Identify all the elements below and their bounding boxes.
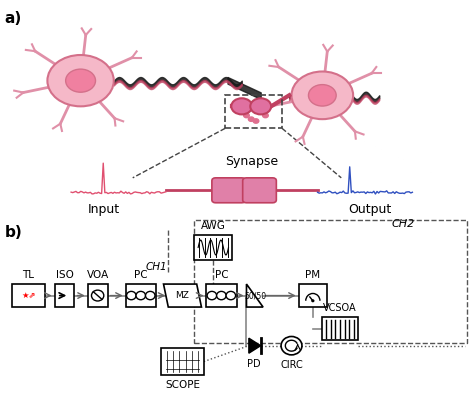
Text: 50/50: 50/50 bbox=[244, 291, 266, 300]
Text: SCOPE: SCOPE bbox=[165, 380, 200, 390]
FancyBboxPatch shape bbox=[322, 318, 358, 340]
Text: PC: PC bbox=[134, 270, 148, 280]
Text: AWG: AWG bbox=[201, 221, 226, 231]
FancyBboxPatch shape bbox=[206, 284, 237, 307]
Circle shape bbox=[248, 117, 254, 121]
Polygon shape bbox=[246, 284, 263, 307]
Circle shape bbox=[253, 119, 259, 123]
Circle shape bbox=[207, 291, 217, 300]
Circle shape bbox=[47, 55, 114, 106]
Circle shape bbox=[312, 300, 314, 302]
Circle shape bbox=[65, 69, 96, 92]
Text: PM: PM bbox=[305, 270, 320, 280]
Circle shape bbox=[250, 98, 271, 114]
Text: MZ: MZ bbox=[175, 291, 190, 300]
Text: a): a) bbox=[5, 11, 22, 26]
Circle shape bbox=[309, 85, 336, 106]
FancyBboxPatch shape bbox=[12, 284, 45, 307]
Circle shape bbox=[231, 98, 252, 114]
FancyBboxPatch shape bbox=[88, 284, 108, 307]
FancyBboxPatch shape bbox=[194, 235, 232, 260]
Circle shape bbox=[91, 290, 104, 301]
Circle shape bbox=[263, 113, 268, 118]
Polygon shape bbox=[249, 338, 261, 353]
Circle shape bbox=[136, 291, 146, 300]
Text: VOA: VOA bbox=[87, 270, 109, 280]
Circle shape bbox=[146, 291, 155, 300]
Text: TL: TL bbox=[22, 270, 35, 280]
Text: ★⇗: ★⇗ bbox=[21, 291, 36, 300]
Text: PC: PC bbox=[215, 270, 228, 280]
Text: Synapse: Synapse bbox=[225, 155, 278, 168]
FancyBboxPatch shape bbox=[161, 348, 204, 375]
FancyBboxPatch shape bbox=[55, 284, 74, 307]
Text: Input: Input bbox=[88, 202, 120, 216]
Circle shape bbox=[226, 291, 236, 300]
Text: PD: PD bbox=[247, 359, 260, 369]
Text: ISO: ISO bbox=[55, 270, 73, 280]
Text: b): b) bbox=[5, 224, 22, 240]
Text: CIRC: CIRC bbox=[280, 360, 303, 370]
FancyBboxPatch shape bbox=[212, 178, 246, 203]
FancyBboxPatch shape bbox=[126, 284, 156, 307]
Polygon shape bbox=[164, 284, 201, 307]
Text: VCSOA: VCSOA bbox=[323, 303, 357, 313]
Circle shape bbox=[292, 72, 353, 119]
Circle shape bbox=[244, 113, 249, 118]
Text: CH2: CH2 bbox=[391, 219, 415, 229]
Circle shape bbox=[217, 291, 226, 300]
FancyBboxPatch shape bbox=[243, 178, 276, 203]
Text: CH1: CH1 bbox=[146, 262, 167, 272]
FancyBboxPatch shape bbox=[299, 284, 327, 307]
Circle shape bbox=[127, 291, 136, 300]
Text: Output: Output bbox=[348, 202, 392, 216]
Circle shape bbox=[281, 336, 302, 355]
